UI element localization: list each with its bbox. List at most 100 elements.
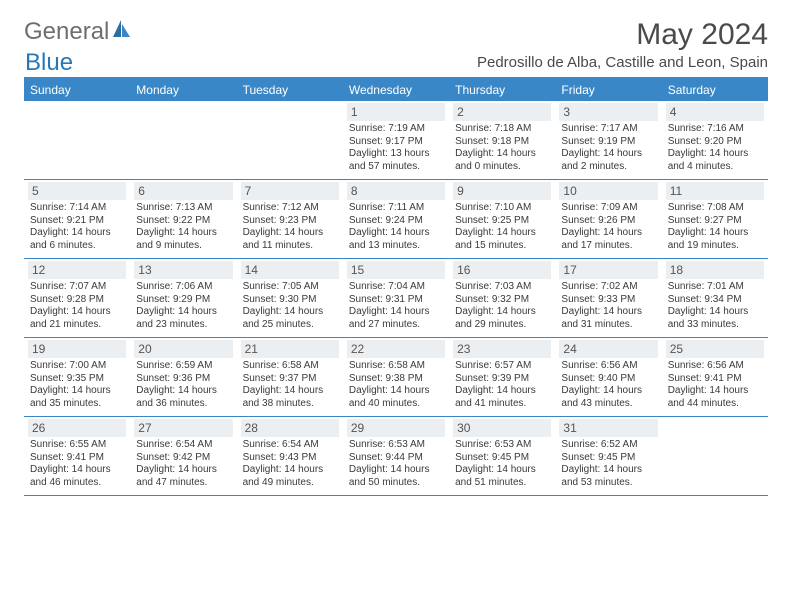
day-info: Sunrise: 7:17 AMSunset: 9:19 PMDaylight:… [559,123,657,173]
daylight-line: Daylight: 14 hours and 23 minutes. [136,306,232,331]
page-title: May 2024 [636,18,768,52]
daylight-line: Daylight: 14 hours and 9 minutes. [136,227,232,252]
day-number: 7 [241,182,339,200]
calendar-cell: 19Sunrise: 7:00 AMSunset: 9:35 PMDayligh… [24,338,130,416]
calendar-cell: 30Sunrise: 6:53 AMSunset: 9:45 PMDayligh… [449,417,555,495]
daylight-line: Daylight: 14 hours and 44 minutes. [668,385,764,410]
sunset-line: Sunset: 9:45 PM [561,452,657,465]
sunrise-line: Sunrise: 7:14 AM [30,202,126,215]
sunrise-line: Sunrise: 7:02 AM [561,281,657,294]
day-info: Sunrise: 7:11 AMSunset: 9:24 PMDaylight:… [347,202,445,252]
sunrise-line: Sunrise: 6:56 AM [561,360,657,373]
day-number: 10 [559,182,657,200]
sunrise-line: Sunrise: 7:09 AM [561,202,657,215]
daylight-line: Daylight: 14 hours and 21 minutes. [30,306,126,331]
daylight-line: Daylight: 14 hours and 41 minutes. [455,385,551,410]
sunset-line: Sunset: 9:45 PM [455,452,551,465]
daylight-line: Daylight: 14 hours and 50 minutes. [349,464,445,489]
day-info: Sunrise: 7:06 AMSunset: 9:29 PMDaylight:… [134,281,232,331]
logo-text-2: Blue [25,49,73,77]
calendar-cell: 21 Sunrise: 6:58 AMSunset: 9:37 PMDayligh… [237,338,343,416]
day-number: 31 [559,419,657,437]
calendar-cell: 11Sunrise: 7:08 AMSunset: 9:27 PMDayligh… [662,180,768,258]
day-info: Sunrise: 7:13 AMSunset: 9:22 PMDaylight:… [134,202,232,252]
sunset-line: Sunset: 9:43 PM [243,452,339,465]
daylight-line: Daylight: 14 hours and 17 minutes. [561,227,657,252]
day-info: Sunrise: 7:16 AMSunset: 9:20 PMDaylight:… [666,123,764,173]
day-info: Sunrise: 6:58 AMSunset: 9:37 PMDaylight:… [241,360,339,410]
day-info: Sunrise: 7:05 AMSunset: 9:30 PMDaylight:… [241,281,339,331]
logo-text-1: General [24,18,109,46]
day-number: 3 [559,103,657,121]
day-info: Sunrise: 6:59 AMSunset: 9:36 PMDaylight:… [134,360,232,410]
day-info: Sunrise: 7:01 AMSunset: 9:34 PMDaylight:… [666,281,764,331]
sunrise-line: Sunrise: 6:54 AM [136,439,232,452]
day-number: 11 [666,182,764,200]
sunrise-line: Sunrise: 7:01 AM [668,281,764,294]
weekday-header: Monday [130,79,236,101]
sunrise-line: Sunrise: 6:57 AM [455,360,551,373]
calendar-cell: 8 Sunrise: 7:11 AMSunset: 9:24 PMDaylight… [343,180,449,258]
day-number: 21 [241,340,339,358]
calendar-week: 19Sunrise: 7:00 AMSunset: 9:35 PMDayligh… [24,338,768,417]
weekday-header: Thursday [449,79,555,101]
daylight-line: Daylight: 14 hours and 2 minutes. [561,148,657,173]
weekday-header: Tuesday [237,79,343,101]
sunset-line: Sunset: 9:35 PM [30,373,126,386]
daylight-line: Daylight: 14 hours and 15 minutes. [455,227,551,252]
sunrise-line: Sunrise: 7:10 AM [455,202,551,215]
day-info: Sunrise: 6:54 AMSunset: 9:43 PMDaylight:… [241,439,339,489]
daylight-line: Daylight: 14 hours and 25 minutes. [243,306,339,331]
daylight-line: Daylight: 14 hours and 19 minutes. [668,227,764,252]
day-number: 16 [453,261,551,279]
sunset-line: Sunset: 9:33 PM [561,294,657,307]
day-number: 5 [28,182,126,200]
sunrise-line: Sunrise: 7:19 AM [349,123,445,136]
sunset-line: Sunset: 9:29 PM [136,294,232,307]
day-number: 18 [666,261,764,279]
sunset-line: Sunset: 9:26 PM [561,215,657,228]
sunset-line: Sunset: 9:20 PM [668,136,764,149]
sunrise-line: Sunrise: 7:04 AM [349,281,445,294]
day-number: 17 [559,261,657,279]
daylight-line: Daylight: 14 hours and 38 minutes. [243,385,339,410]
sunrise-line: Sunrise: 7:11 AM [349,202,445,215]
day-info: Sunrise: 7:18 AMSunset: 9:18 PMDaylight:… [453,123,551,173]
calendar-cell: 7Sunrise: 7:12 AMSunset: 9:23 PMDaylight… [237,180,343,258]
day-info: Sunrise: 7:14 AMSunset: 9:21 PMDaylight:… [28,202,126,252]
sunset-line: Sunset: 9:34 PM [668,294,764,307]
day-info: Sunrise: 6:53 AMSunset: 9:45 PMDaylight:… [453,439,551,489]
daylight-line: Daylight: 14 hours and 40 minutes. [349,385,445,410]
sunset-line: Sunset: 9:21 PM [30,215,126,228]
sunrise-line: Sunrise: 7:18 AM [455,123,551,136]
sunset-line: Sunset: 9:17 PM [349,136,445,149]
calendar-cell: 13Sunrise: 7:06 AMSunset: 9:29 PMDayligh… [130,259,236,337]
calendar-cell: 24Sunrise: 6:56 AMSunset: 9:40 PMDayligh… [555,338,661,416]
weekday-header: Friday [555,79,661,101]
day-number: 19 [28,340,126,358]
daylight-line: Daylight: 14 hours and 33 minutes. [668,306,764,331]
day-number: 20 [134,340,232,358]
sunrise-line: Sunrise: 7:12 AM [243,202,339,215]
calendar-week: 1Sunrise: 7:19 AMSunset: 9:17 PMDaylight… [24,101,768,180]
calendar-cell: 26Sunrise: 6:55 AMSunset: 9:41 PMDayligh… [24,417,130,495]
day-info: Sunrise: 7:04 AMSunset: 9:31 PMDaylight:… [347,281,445,331]
sunrise-line: Sunrise: 7:16 AM [668,123,764,136]
sunset-line: Sunset: 9:42 PM [136,452,232,465]
calendar-cell [237,101,343,179]
calendar-cell: 2Sunrise: 7:18 AMSunset: 9:18 PMDaylight… [449,101,555,179]
calendar-cell: 22Sunrise: 6:58 AMSunset: 9:38 PMDayligh… [343,338,449,416]
sunrise-line: Sunrise: 7:06 AM [136,281,232,294]
day-info: Sunrise: 6:53 AMSunset: 9:44 PMDaylight:… [347,439,445,489]
day-number: 29 [347,419,445,437]
day-number: 28 [241,419,339,437]
day-number: 8 [347,182,445,200]
day-number: 25 [666,340,764,358]
day-number: 22 [347,340,445,358]
day-info: Sunrise: 7:09 AMSunset: 9:26 PMDaylight:… [559,202,657,252]
sunrise-line: Sunrise: 7:13 AM [136,202,232,215]
sunset-line: Sunset: 9:28 PM [30,294,126,307]
calendar-cell: 10 Sunrise: 7:09 AMSunset: 9:26 PMDayligh… [555,180,661,258]
sunset-line: Sunset: 9:23 PM [243,215,339,228]
location-subtitle: Pedrosillo de Alba, Castille and Leon, S… [477,54,768,71]
